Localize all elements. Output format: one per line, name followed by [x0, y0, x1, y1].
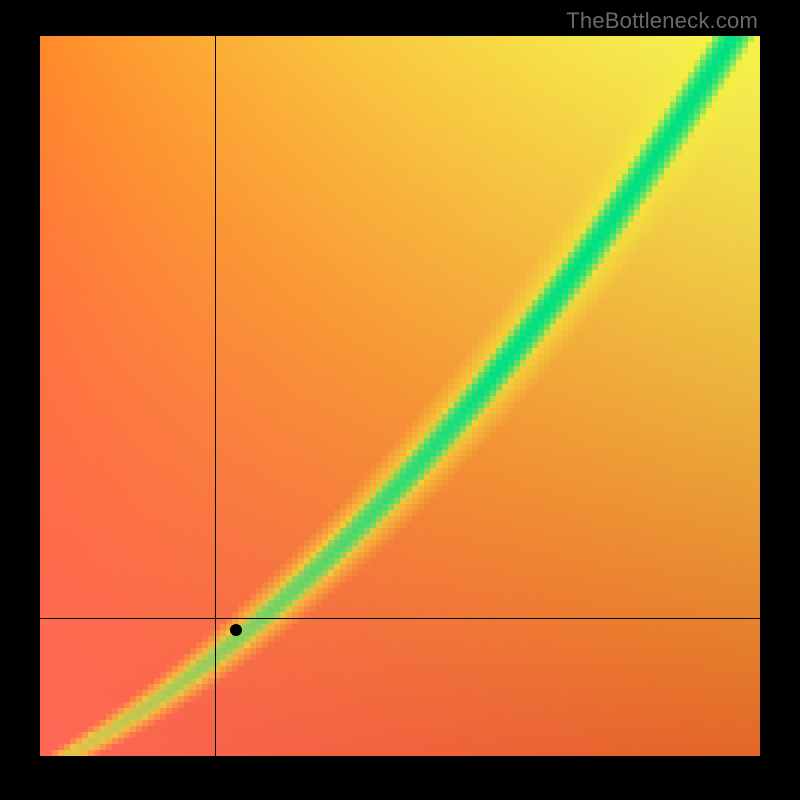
data-point-marker [230, 624, 242, 636]
crosshair-vertical [215, 36, 216, 756]
watermark-text: TheBottleneck.com [566, 8, 758, 34]
plot-area [40, 36, 760, 756]
chart-container: TheBottleneck.com [0, 0, 800, 800]
crosshair-horizontal [40, 618, 760, 619]
heatmap-canvas [40, 36, 760, 756]
